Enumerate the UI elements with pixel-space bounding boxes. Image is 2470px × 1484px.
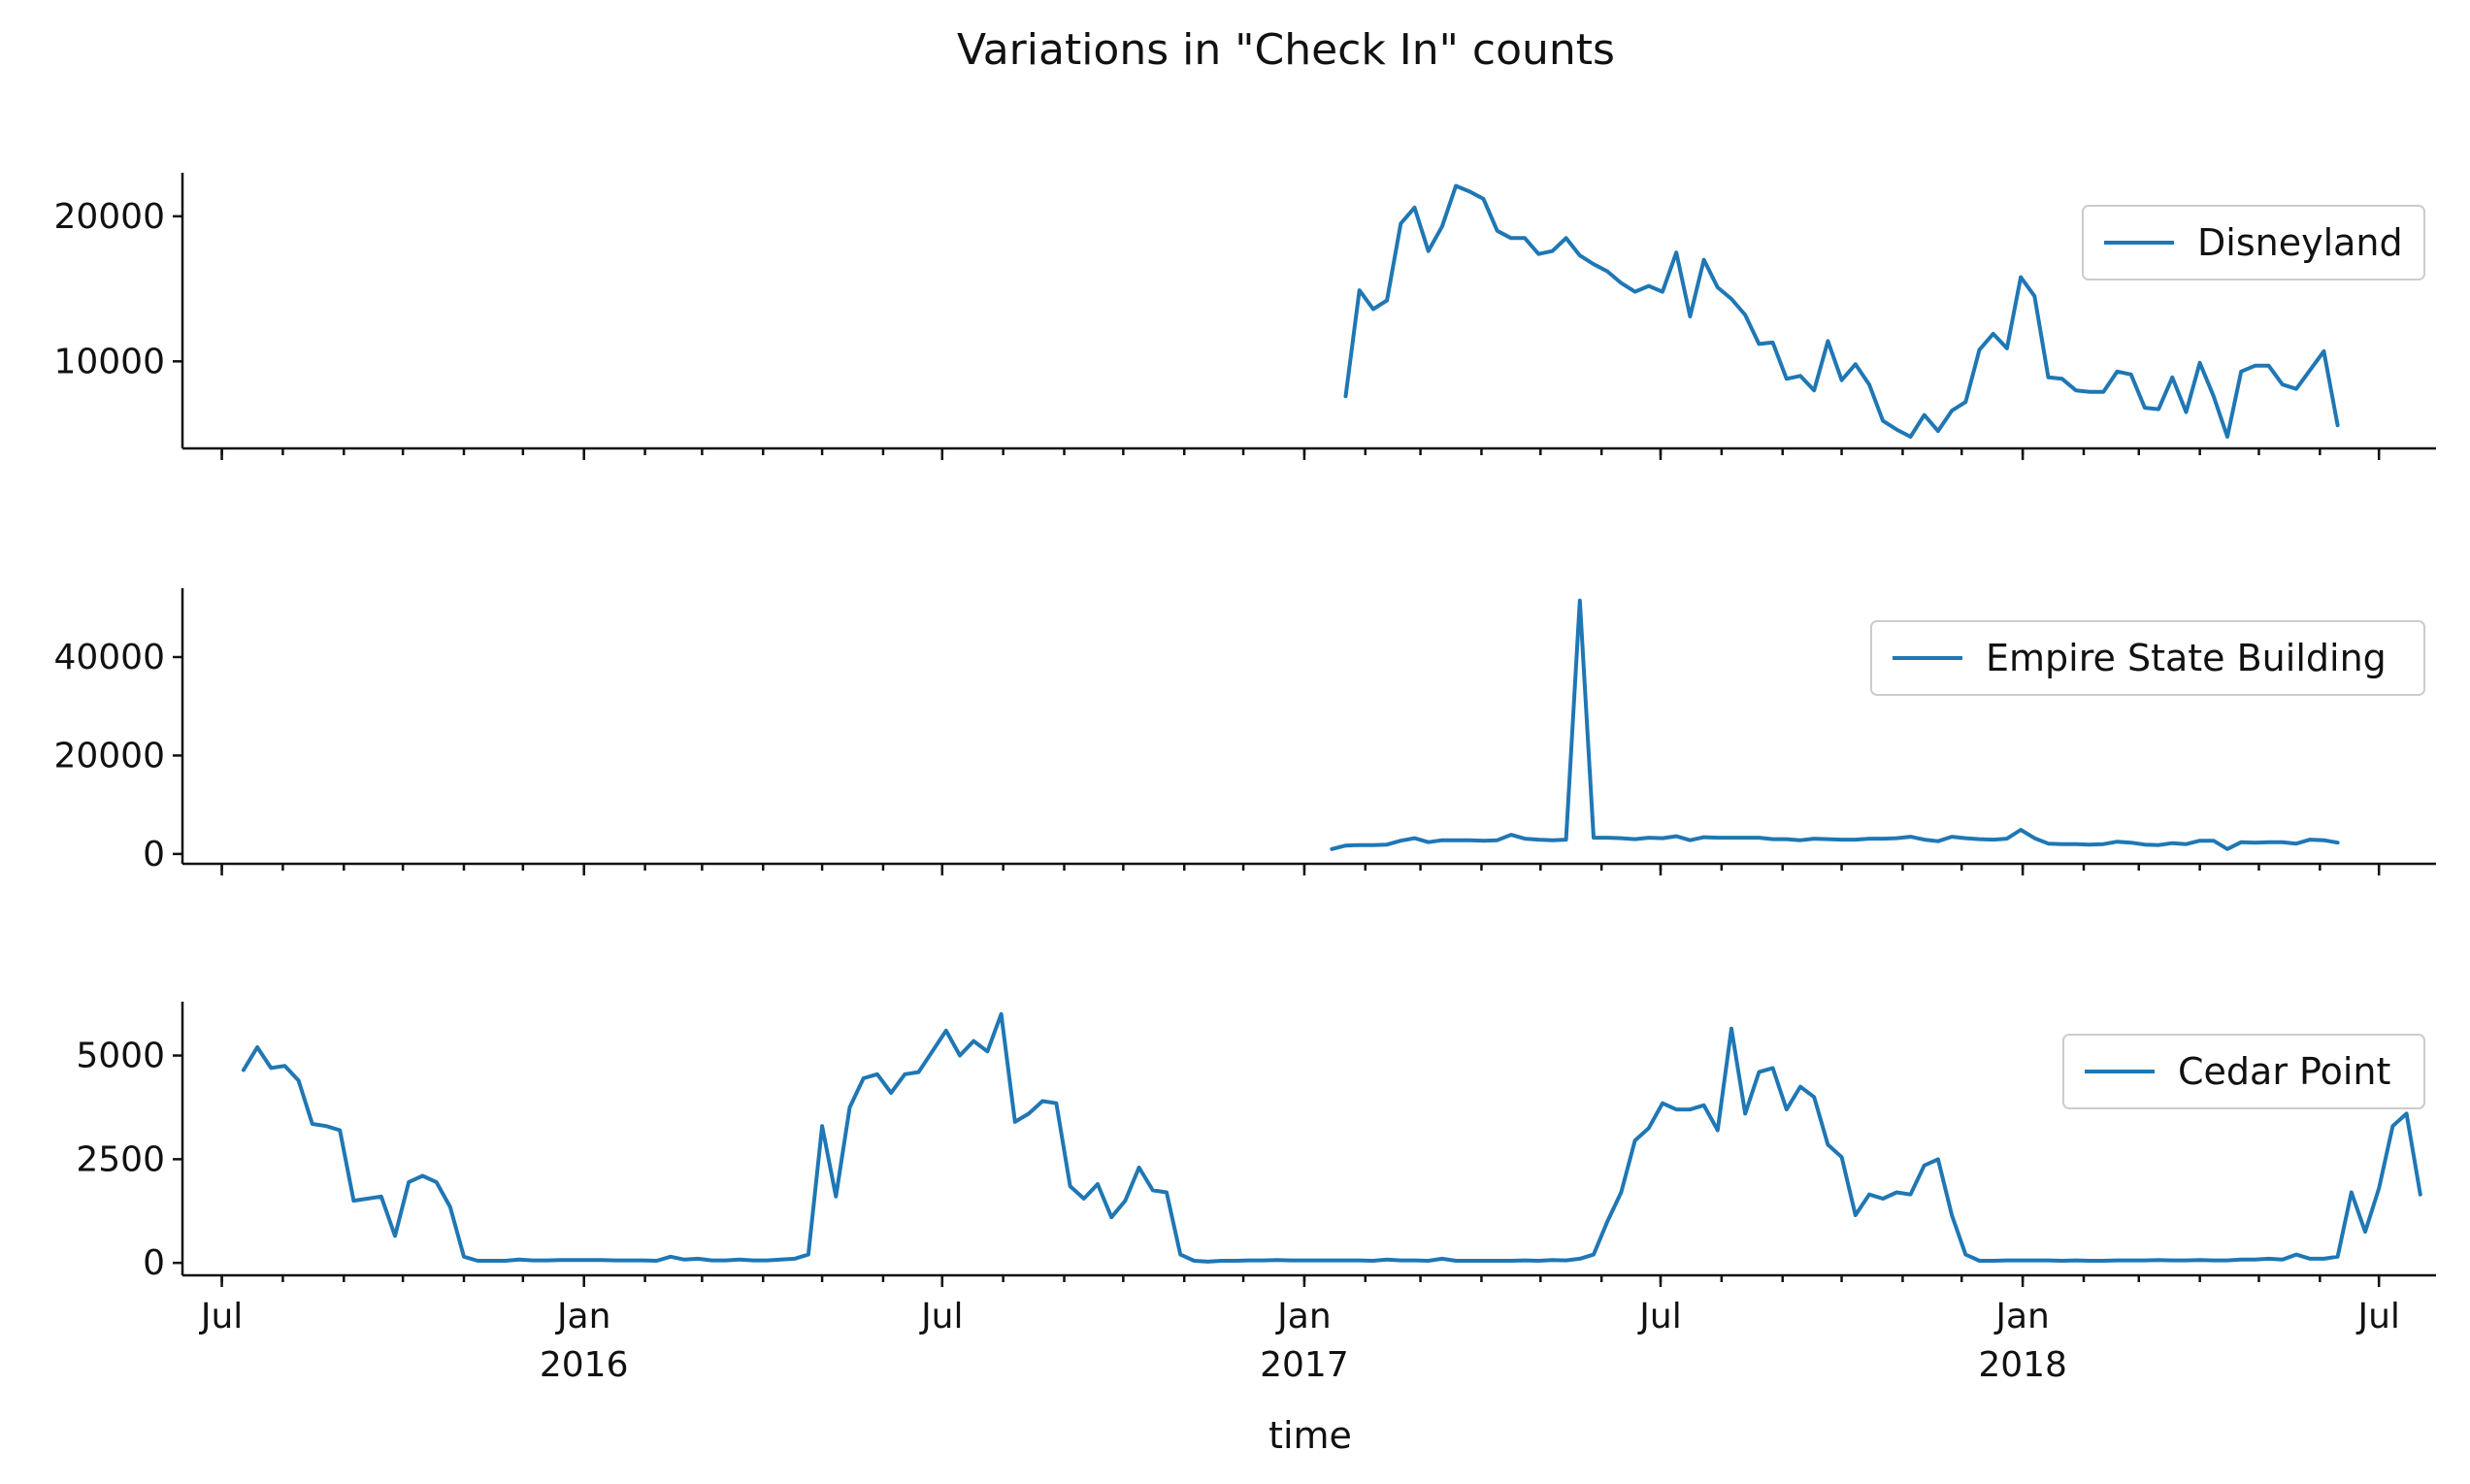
x-tick-year-label: 2017 <box>1260 1345 1349 1385</box>
legend-label: Empire State Building <box>1986 637 2387 679</box>
series-line-disneyland <box>1343 183 2340 439</box>
legend-box <box>2062 1034 2425 1109</box>
legend: Cedar Point <box>2062 1034 2425 1109</box>
x-tick-label: Jul <box>2355 1297 2399 1336</box>
chart-title: Variations in "Check In" counts <box>957 25 1615 75</box>
y-tick-label: 0 <box>143 1243 165 1283</box>
x-tick-year-label: 2018 <box>1978 1345 2067 1385</box>
y-tick-label: 20000 <box>53 197 165 237</box>
y-tick-label: 2500 <box>76 1139 165 1179</box>
x-axis-label: time <box>1268 1414 1352 1457</box>
y-tick-label: 40000 <box>53 638 165 677</box>
x-tick-label: Jul <box>1637 1297 1681 1336</box>
subplot-2: 0 20000 40000 Empire State Building <box>53 588 2436 875</box>
subplot-3: 0 2500 5000 Cedar Point <box>76 1002 2436 1287</box>
x-tick-label: Jul <box>199 1297 243 1336</box>
legend: Empire State Building <box>1870 620 2425 696</box>
legend-box <box>1870 620 2425 696</box>
x-tick-label: Jul <box>919 1297 963 1336</box>
x-axis: Jul Jan 2016 Jul Jan 2017 Jul Jan 2018 Jul <box>199 1297 2400 1385</box>
legend-label: Cedar Point <box>2178 1050 2390 1093</box>
series-line-cedar-point <box>241 1011 2422 1264</box>
x-tick-year-label: 2016 <box>540 1345 629 1385</box>
x-tick-label: Jan <box>1993 1297 2050 1336</box>
legend-label: Disneyland <box>2197 221 2403 264</box>
y-tick-label: 0 <box>143 835 165 874</box>
x-tick-label: Jan <box>1275 1297 1332 1336</box>
y-tick-label: 10000 <box>53 342 165 381</box>
x-tick-label: Jan <box>555 1297 611 1336</box>
series-line-empire-state-building <box>1330 598 2340 851</box>
subplot-panels: 10000 20000 Disneyland 0 20000 40000 Empire St… <box>53 173 2436 1287</box>
y-tick-label: 5000 <box>76 1037 165 1076</box>
y-tick-label: 20000 <box>53 736 165 775</box>
legend-box <box>2082 205 2425 280</box>
subplot-1: 10000 20000 Disneyland <box>53 173 2436 460</box>
legend: Disneyland <box>2082 205 2425 280</box>
